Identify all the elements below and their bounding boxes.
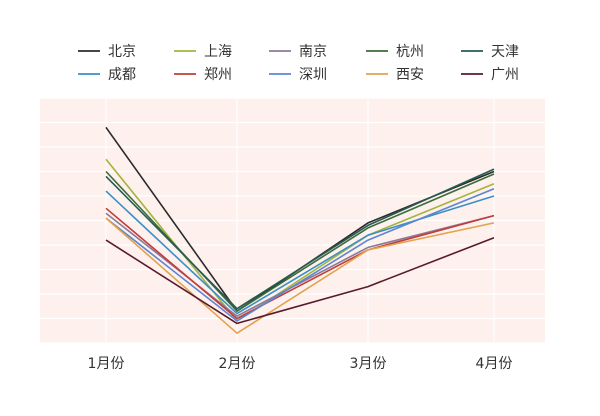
x-tick-label: 1月份 (88, 356, 125, 372)
legend-item: 郑州 (174, 67, 232, 83)
legend-item: 天津 (461, 44, 519, 60)
series-line-3 (105, 212, 495, 317)
series-line-5 (105, 168, 495, 310)
legend-item: 南京 (269, 44, 327, 60)
series-line-9 (105, 217, 495, 335)
legend-item: 北京 (78, 44, 136, 60)
legend-item: 成都 (78, 67, 136, 83)
legend-item: 杭州 (366, 44, 424, 60)
legend-label: 郑州 (204, 67, 232, 83)
series-line-2 (105, 158, 495, 322)
legend-label: 上海 (204, 44, 232, 60)
x-axis-ticks: 1月份 2月份 3月份 4月份 (88, 356, 513, 372)
series-line-4 (105, 170, 495, 312)
gridlines (40, 97, 545, 344)
legend-label: 广州 (491, 67, 519, 83)
series-line-8 (105, 187, 495, 322)
legend-label: 深圳 (299, 67, 327, 83)
legend-label: 南京 (299, 44, 327, 60)
x-tick-label: 4月份 (476, 356, 513, 372)
legend-item: 上海 (174, 44, 232, 60)
series-lines (105, 126, 495, 335)
legend-label: 成都 (108, 67, 136, 83)
legend-item: 西安 (366, 67, 424, 83)
legend-label: 天津 (491, 44, 519, 60)
legend-item: 深圳 (269, 67, 327, 83)
legend-item: 广州 (461, 67, 519, 83)
legend-label: 杭州 (396, 44, 424, 60)
x-tick-label: 2月份 (219, 356, 256, 372)
legend-label: 西安 (396, 67, 424, 83)
legend-label: 北京 (108, 44, 136, 60)
series-line-6 (105, 190, 495, 315)
x-tick-label: 3月份 (350, 356, 387, 372)
series-line-10 (105, 236, 495, 325)
series-line-7 (105, 207, 495, 320)
